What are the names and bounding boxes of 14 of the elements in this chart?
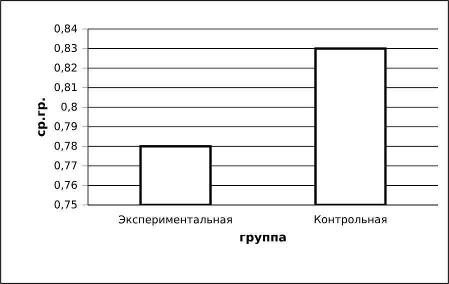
y-tick-label: 0,84 bbox=[54, 24, 78, 34]
y-axis-title: ср.гр. bbox=[38, 98, 48, 136]
y-tick-label: 0,82 bbox=[54, 64, 77, 73]
y-tick-label: 0,75 bbox=[54, 200, 77, 210]
y-tick-label: 0,77 bbox=[54, 161, 77, 170]
y-tick-label: 0,81 bbox=[54, 83, 77, 92]
y-tick-label: 0,79 bbox=[54, 122, 77, 132]
y-tick-label: 0,8 bbox=[61, 102, 77, 112]
x-tick-label: Контрольная bbox=[314, 215, 386, 226]
x-tick-label: Экспериментальная bbox=[118, 215, 232, 226]
y-tick-label: 0,83 bbox=[54, 44, 77, 54]
y-tick-label: 0,76 bbox=[54, 180, 77, 190]
x-axis-title: группа bbox=[240, 234, 286, 244]
y-tick-label: 0,78 bbox=[54, 142, 77, 151]
